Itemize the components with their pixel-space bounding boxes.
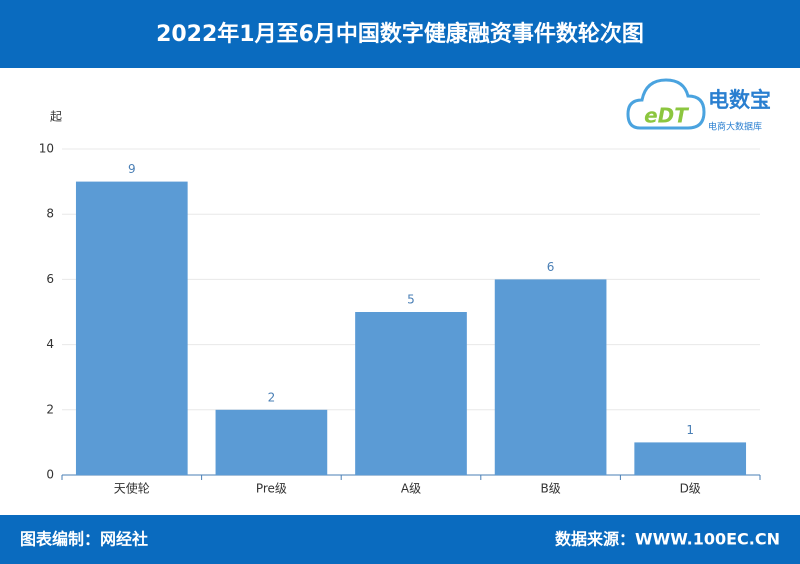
bar bbox=[215, 409, 328, 475]
y-tick-label: 4 bbox=[46, 337, 54, 351]
value-label: 6 bbox=[547, 260, 555, 274]
logo-subtitle: 电商大数据库 bbox=[708, 121, 762, 133]
header-bar bbox=[0, 0, 800, 68]
x-tick-label: B级 bbox=[540, 482, 560, 496]
bar bbox=[75, 181, 188, 475]
bar bbox=[355, 312, 467, 475]
y-axis-label: 起 bbox=[50, 110, 62, 124]
logo: eDT 电数宝 电商大数据库 bbox=[626, 78, 771, 133]
y-tick-label: 10 bbox=[39, 142, 54, 156]
y-tick-label: 2 bbox=[46, 402, 54, 416]
footer-left: 图表编制：网经社 bbox=[20, 530, 148, 549]
footer-bar bbox=[0, 515, 800, 564]
x-tick-label: Pre级 bbox=[256, 482, 287, 496]
bar bbox=[634, 442, 747, 475]
value-label: 2 bbox=[268, 390, 276, 404]
logo-name: 电数宝 bbox=[708, 88, 771, 112]
value-label: 9 bbox=[128, 162, 136, 176]
y-tick-label: 6 bbox=[46, 272, 54, 286]
y-tick-label: 8 bbox=[46, 207, 54, 221]
x-tick-label: D级 bbox=[680, 482, 701, 496]
value-label: 5 bbox=[407, 293, 415, 307]
logo-cloud bbox=[626, 78, 706, 130]
chart-title: 2022年1月至6月中国数字健康融资事件数轮次图 bbox=[156, 21, 644, 47]
y-tick-label: 0 bbox=[46, 468, 54, 482]
footer-right: 数据来源：WWW.100EC.CN bbox=[555, 530, 780, 549]
bar bbox=[494, 279, 607, 475]
x-tick-label: A级 bbox=[401, 482, 421, 496]
value-label: 1 bbox=[686, 423, 694, 437]
x-tick-label: 天使轮 bbox=[114, 481, 150, 496]
logo-mark: eDT bbox=[644, 104, 689, 128]
